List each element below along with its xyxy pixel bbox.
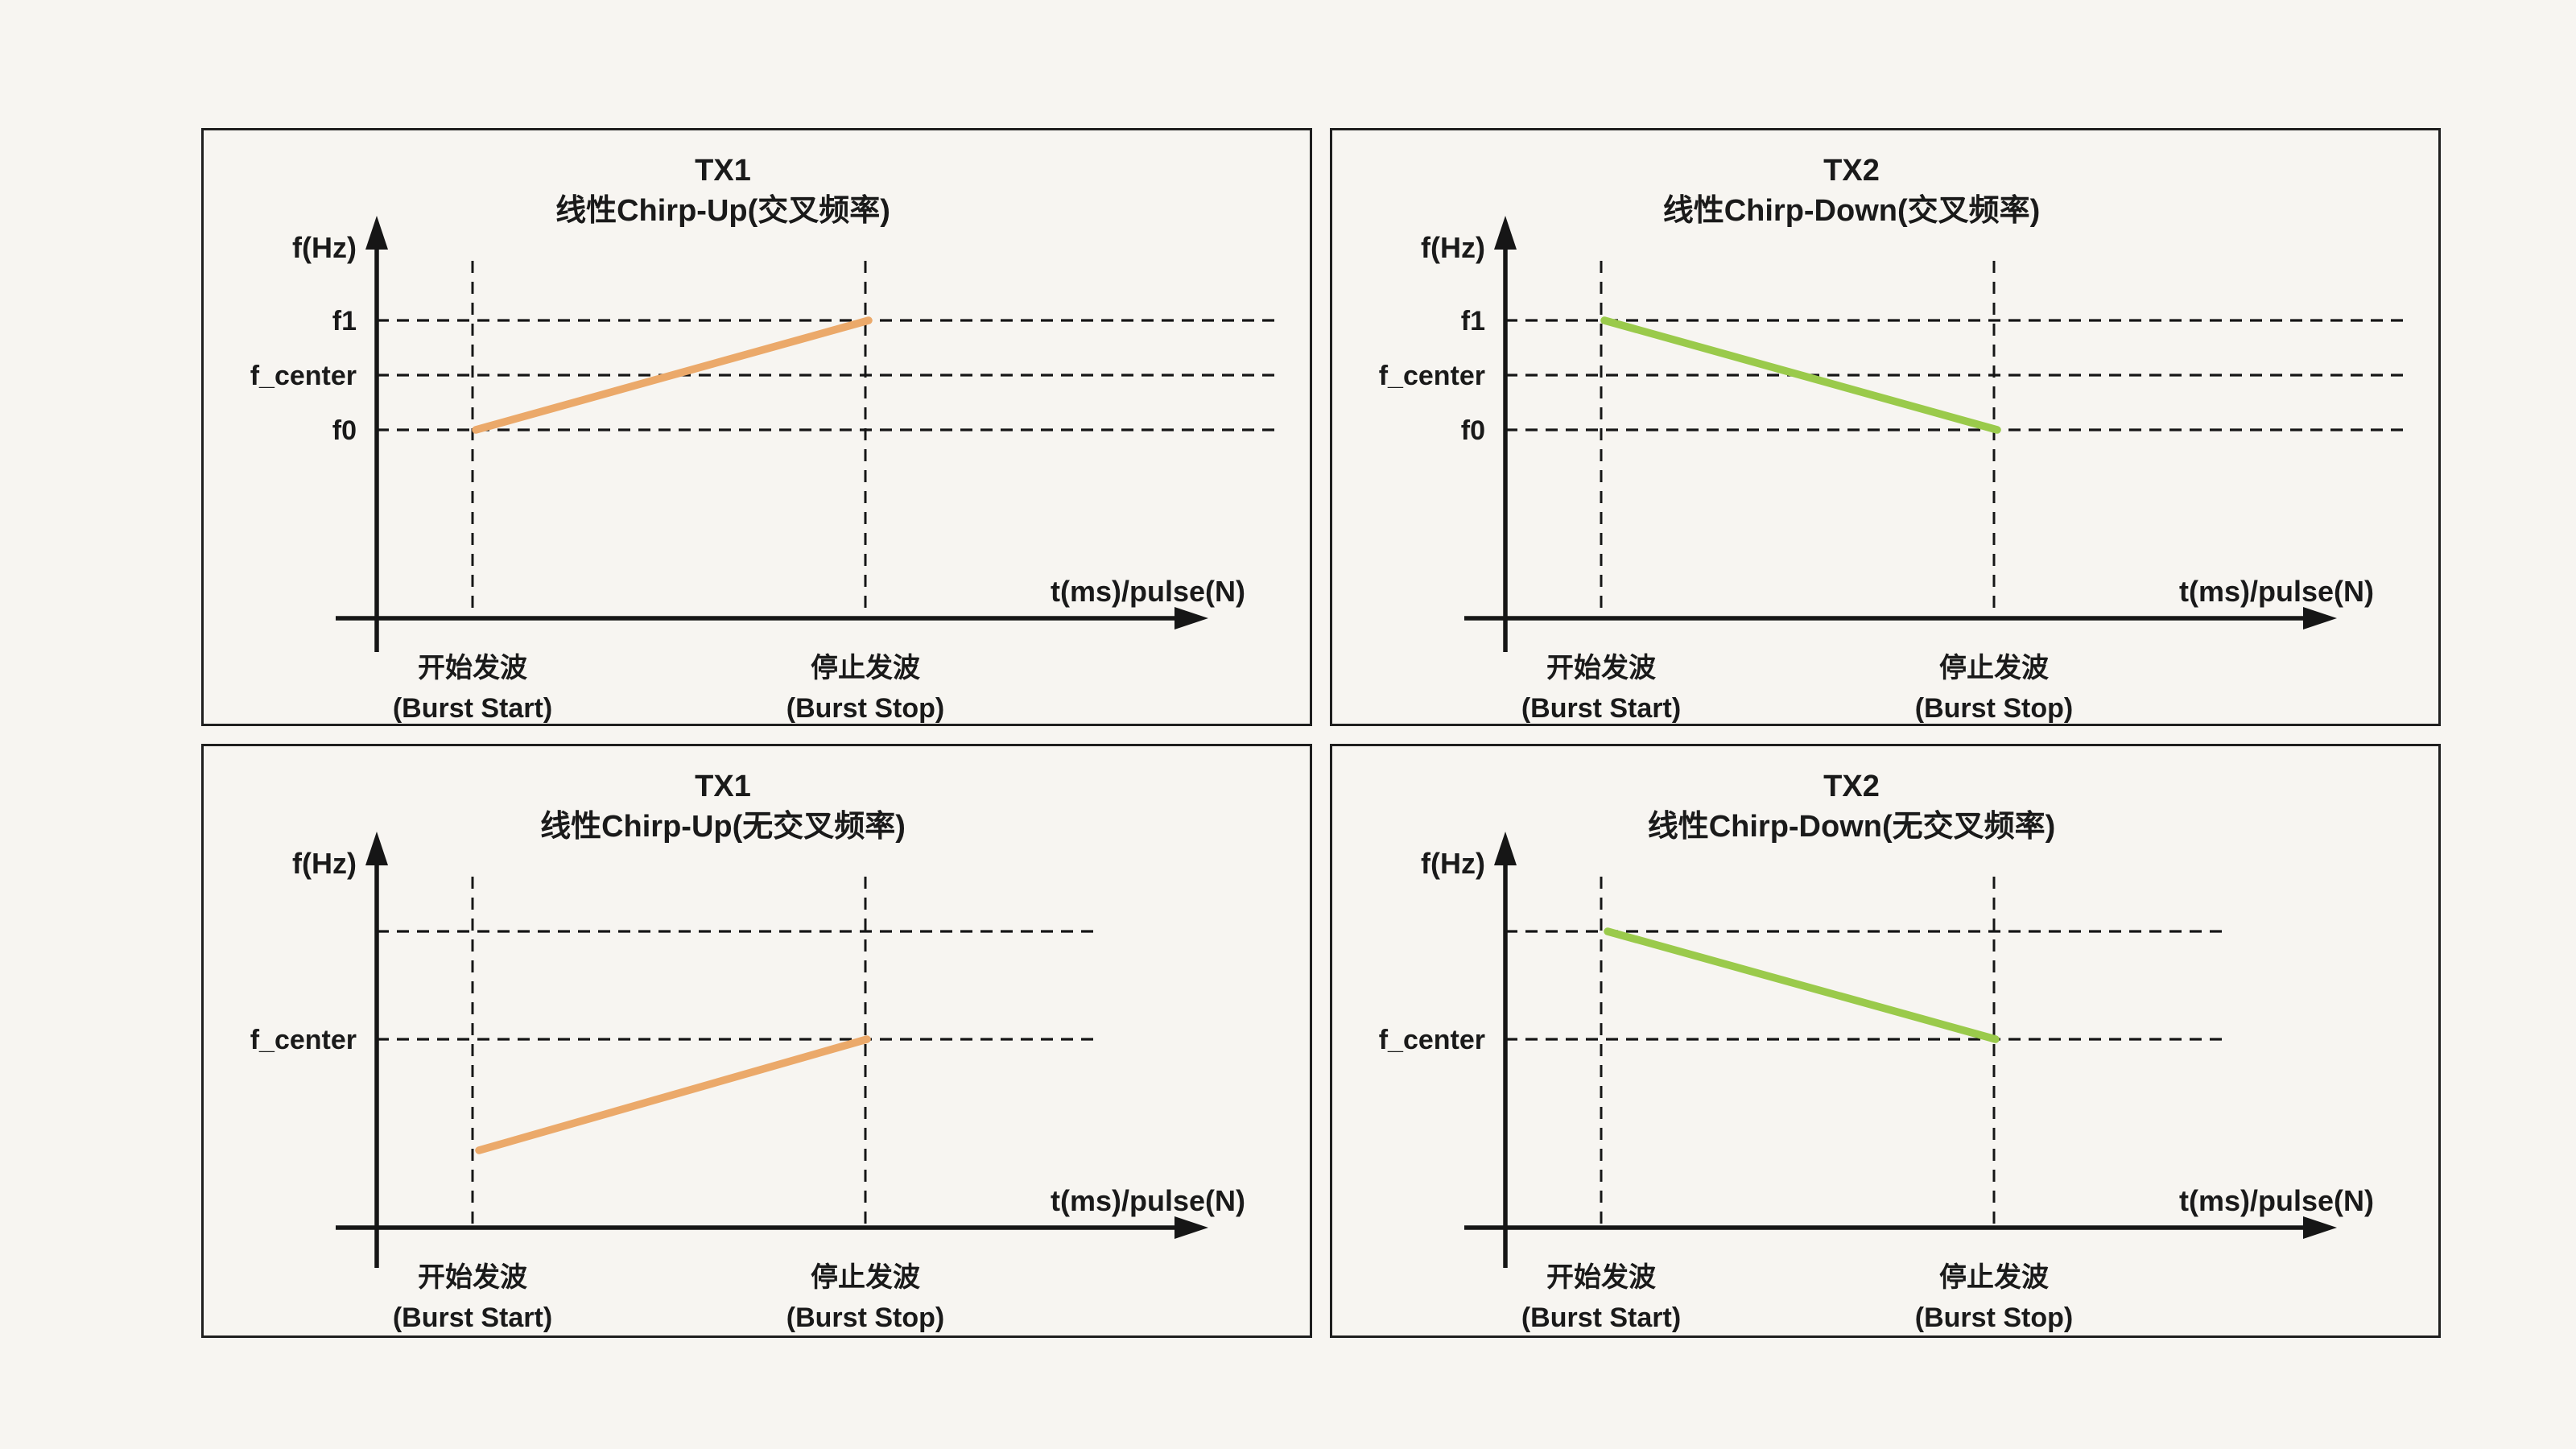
burst-start-label-zh: 开始发波 xyxy=(418,653,527,683)
y-axis-label: f(Hz) xyxy=(1421,231,1485,264)
panel-title-tx: TX1 xyxy=(695,770,751,803)
chirp-plot-tx1-nocross: TX1 线性Chirp-Up(无交叉频率) f(Hz) t(ms)/pulse(N) f… xyxy=(250,770,1245,1333)
chirp-line-tx1-nocross xyxy=(475,1035,871,1154)
freq-label-f1: f1 xyxy=(332,306,357,336)
burst-start-label-en: (Burst Start) xyxy=(393,693,552,724)
x-axis-label: t(ms)/pulse(N) xyxy=(1051,1184,1245,1217)
panel-subtitle-chirp: 线性Chirp-Down(无交叉频率) xyxy=(1648,809,2056,844)
y-axis-label: f(Hz) xyxy=(1421,847,1485,880)
chirp-line-tx1-cross xyxy=(472,316,873,434)
burst-start-label-zh: 开始发波 xyxy=(1546,1262,1656,1293)
chirp-line-tx2-cross xyxy=(1600,316,2001,434)
x-axis-arrowhead-icon xyxy=(2303,1216,2337,1239)
y-axis-arrowhead-icon xyxy=(1494,216,1517,250)
panel-tx1-chirp-up-cross: TX1 线性Chirp-Up(交叉频率) f(Hz) t(ms)/pulse(N) f1… xyxy=(201,128,1312,726)
panel-title-tx: TX1 xyxy=(695,154,751,188)
burst-stop-label-zh: 停止发波 xyxy=(811,653,920,683)
freq-label-f_center: f_center xyxy=(250,361,357,391)
y-axis-label: f(Hz) xyxy=(292,231,357,264)
y-axis-arrowhead-icon xyxy=(365,832,388,865)
burst-start-label-en: (Burst Start) xyxy=(1521,693,1681,724)
x-axis-label: t(ms)/pulse(N) xyxy=(2179,1184,2374,1217)
chirp-plot-tx1-cross: TX1 线性Chirp-Up(交叉频率) f(Hz) t(ms)/pulse(N) f1… xyxy=(250,154,1274,724)
panel-subtitle-chirp: 线性Chirp-Down(交叉频率) xyxy=(1663,193,2041,228)
freq-label-f_center: f_center xyxy=(1379,1025,1485,1055)
x-axis-arrowhead-icon xyxy=(1174,607,1208,630)
x-axis-arrowhead-icon xyxy=(1174,1216,1208,1239)
burst-start-label-en: (Burst Start) xyxy=(1521,1302,1681,1333)
freq-label-f_center: f_center xyxy=(250,1025,357,1055)
panel-title-tx: TX2 xyxy=(1823,770,1880,803)
freq-label-f0: f0 xyxy=(332,415,357,446)
freq-label-f0: f0 xyxy=(1461,415,1485,446)
panel-tx2-chirp-down-cross: TX2 线性Chirp-Down(交叉频率) f(Hz) t(ms)/pulse(N)… xyxy=(1330,128,2441,726)
burst-stop-label-zh: 停止发波 xyxy=(811,1262,920,1293)
burst-stop-label-en: (Burst Stop) xyxy=(1915,693,2073,724)
x-axis-label: t(ms)/pulse(N) xyxy=(2179,575,2374,608)
x-axis-arrowhead-icon xyxy=(2303,607,2337,630)
panel-title-tx: TX2 xyxy=(1823,154,1880,188)
burst-start-label-zh: 开始发波 xyxy=(418,1262,527,1293)
freq-label-f_center: f_center xyxy=(1379,361,1485,391)
burst-start-label-en: (Burst Start) xyxy=(393,1302,552,1333)
x-axis-label: t(ms)/pulse(N) xyxy=(1051,575,1245,608)
y-axis-arrowhead-icon xyxy=(365,216,388,250)
y-axis-arrowhead-icon xyxy=(1494,832,1517,865)
burst-stop-label-en: (Burst Stop) xyxy=(786,1302,944,1333)
freq-label-f1: f1 xyxy=(1461,306,1485,336)
chirp-line-tx2-nocross xyxy=(1604,927,2000,1043)
y-axis-label: f(Hz) xyxy=(292,847,357,880)
panel-tx1-chirp-up-nocross: TX1 线性Chirp-Up(无交叉频率) f(Hz) t(ms)/pulse(N) f… xyxy=(201,744,1312,1338)
burst-start-label-zh: 开始发波 xyxy=(1546,653,1656,683)
burst-stop-label-zh: 停止发波 xyxy=(1939,653,2049,683)
burst-stop-label-en: (Burst Stop) xyxy=(786,693,944,724)
burst-stop-label-zh: 停止发波 xyxy=(1939,1262,2049,1293)
panel-tx2-chirp-down-nocross: TX2 线性Chirp-Down(无交叉频率) f(Hz) t(ms)/pulse(N… xyxy=(1330,744,2441,1338)
chirp-plot-tx2-nocross: TX2 线性Chirp-Down(无交叉频率) f(Hz) t(ms)/pulse(N… xyxy=(1379,770,2374,1333)
panel-subtitle-chirp: 线性Chirp-Up(交叉频率) xyxy=(555,193,890,228)
burst-stop-label-en: (Burst Stop) xyxy=(1915,1302,2073,1333)
panel-subtitle-chirp: 线性Chirp-Up(无交叉频率) xyxy=(540,809,906,844)
chirp-plot-tx2-cross: TX2 线性Chirp-Down(交叉频率) f(Hz) t(ms)/pulse(N)… xyxy=(1379,154,2403,724)
